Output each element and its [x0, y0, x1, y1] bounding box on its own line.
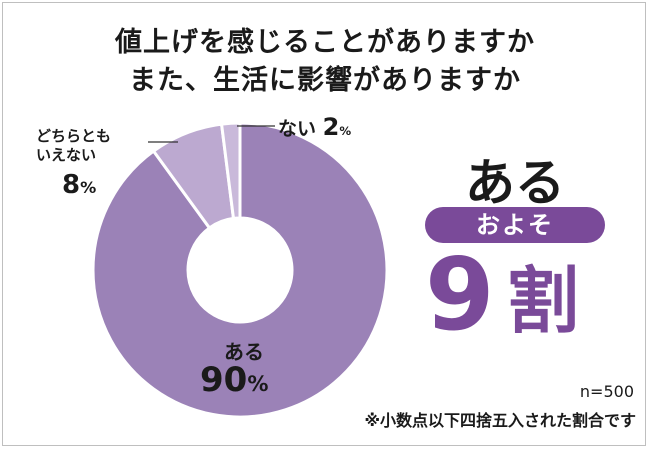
slice-value-aru-number: 90 [200, 360, 248, 400]
rounding-note: ※小数点以下四捨五入された割合です [364, 411, 636, 430]
percent-sign: % [247, 371, 269, 396]
callout-unit: 割 [507, 259, 580, 343]
callout-number: 9 [425, 236, 495, 353]
chart-title-line1: 値上げを感じることがありますか [115, 27, 535, 58]
donut-slice-0 [91, 121, 389, 419]
slice-value-dochira-number: 8 [62, 170, 81, 200]
percent-sign: % [80, 178, 97, 197]
callout-big-number: 9 割 [425, 240, 625, 350]
percent-sign: % [339, 124, 352, 138]
callout-heading: ある [465, 154, 565, 212]
slice-label-aru: ある [224, 340, 264, 364]
slice-value-aru: 90% [200, 360, 268, 400]
slice-label-dochira: どちらとも いえない [36, 127, 111, 165]
sample-size: n=500 [579, 382, 634, 401]
slice-label-nai-text: ない [278, 118, 317, 140]
slice-label-nai: ない 2% [278, 113, 351, 141]
slice-value-dochira: 8% [62, 170, 96, 200]
callout-pill: およそ [425, 207, 605, 243]
chart-title-line2: また、生活に影響がありますか [129, 65, 521, 96]
slice-label-dochira-line1: どちらとも [36, 127, 112, 145]
slice-value-nai-number: 2 [322, 113, 340, 141]
donut-slice-2 [219, 121, 242, 221]
slice-label-dochira-line2: いえない [36, 146, 97, 164]
